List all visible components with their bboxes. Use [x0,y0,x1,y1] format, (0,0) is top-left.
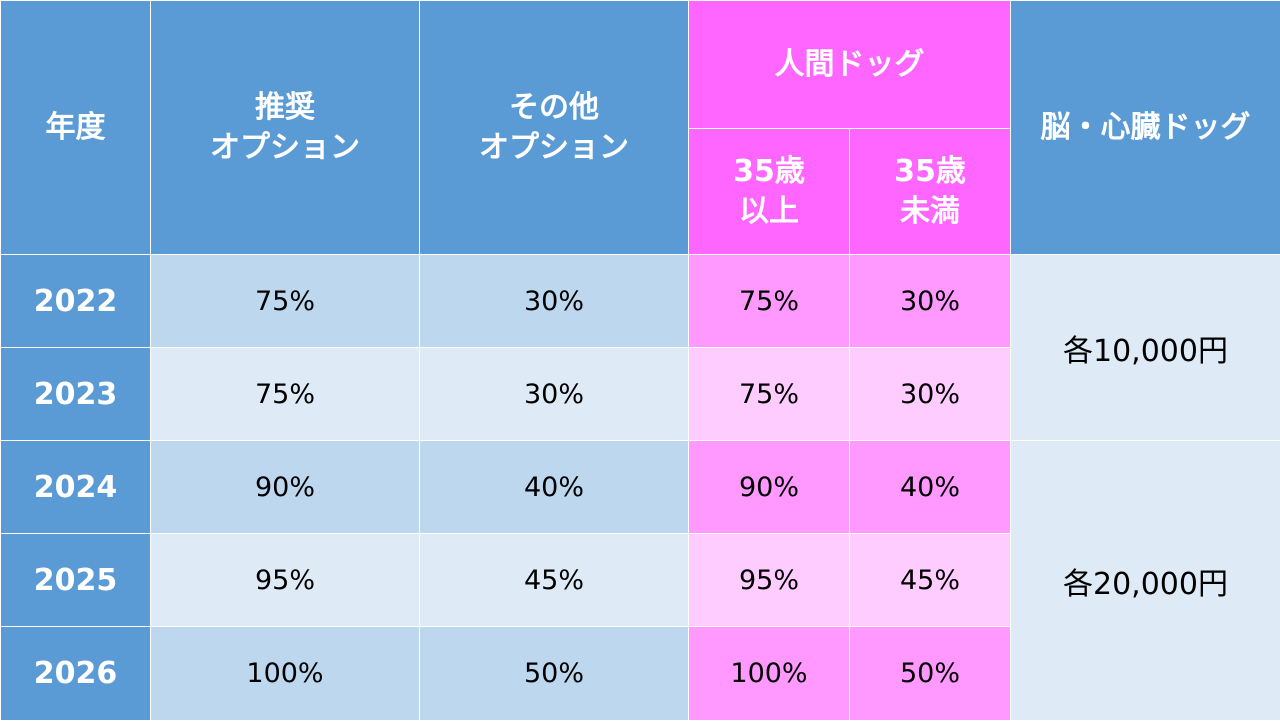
year-cell: 2023 [1,348,151,441]
other-cell: 45% [420,534,689,627]
other-cell: 50% [420,627,689,721]
brain-heart-cell: 各10,000円 [1011,255,1280,441]
header-age-under-line2: 未満 [850,192,1010,232]
recommended-cell: 95% [151,534,420,627]
over35-cell: 75% [689,255,850,348]
header-age-over-line2: 以上 [689,192,849,232]
header-recommended-line1: 推奨 [151,88,419,128]
recommended-cell: 90% [151,441,420,534]
other-cell: 30% [420,348,689,441]
brain-heart-cell: 各20,000円 [1011,441,1280,721]
over35-cell: 95% [689,534,850,627]
under35-cell: 40% [850,441,1011,534]
table-row: 2022 75% 30% 75% 30% 各10,000円 [1,255,1280,348]
year-cell: 2024 [1,441,151,534]
header-year-label: 年度 [46,110,106,145]
under35-cell: 45% [850,534,1011,627]
header-age-under-line1: 35歳 [850,152,1010,192]
under35-cell: 30% [850,348,1011,441]
header-brain-heart-dock: 脳・心臓ドッグ [1011,1,1280,255]
year-cell: 2025 [1,534,151,627]
header-age-35-under: 35歳 未満 [850,129,1011,255]
header-other-line2: オプション [420,128,688,168]
header-age-35-over: 35歳 以上 [689,129,850,255]
recommended-cell: 75% [151,348,420,441]
header-human-dock: 人間ドッグ [689,1,1011,129]
other-cell: 40% [420,441,689,534]
year-cell: 2026 [1,627,151,721]
over35-cell: 100% [689,627,850,721]
over35-cell: 90% [689,441,850,534]
year-cell: 2022 [1,255,151,348]
under35-cell: 30% [850,255,1011,348]
header-brain-heart-label: 脳・心臓ドッグ [1041,110,1251,145]
header-age-over-line1: 35歳 [689,152,849,192]
over35-cell: 75% [689,348,850,441]
recommended-cell: 100% [151,627,420,721]
table-row: 2024 90% 40% 90% 40% 各20,000円 [1,441,1280,534]
header-human-dock-label: 人間ドッグ [775,47,925,82]
recommended-cell: 75% [151,255,420,348]
header-recommended-line2: オプション [151,128,419,168]
under35-cell: 50% [850,627,1011,721]
header-other-line1: その他 [420,88,688,128]
header-other-option: その他 オプション [420,1,689,255]
header-year: 年度 [1,1,151,255]
other-cell: 30% [420,255,689,348]
header-recommended-option: 推奨 オプション [151,1,420,255]
